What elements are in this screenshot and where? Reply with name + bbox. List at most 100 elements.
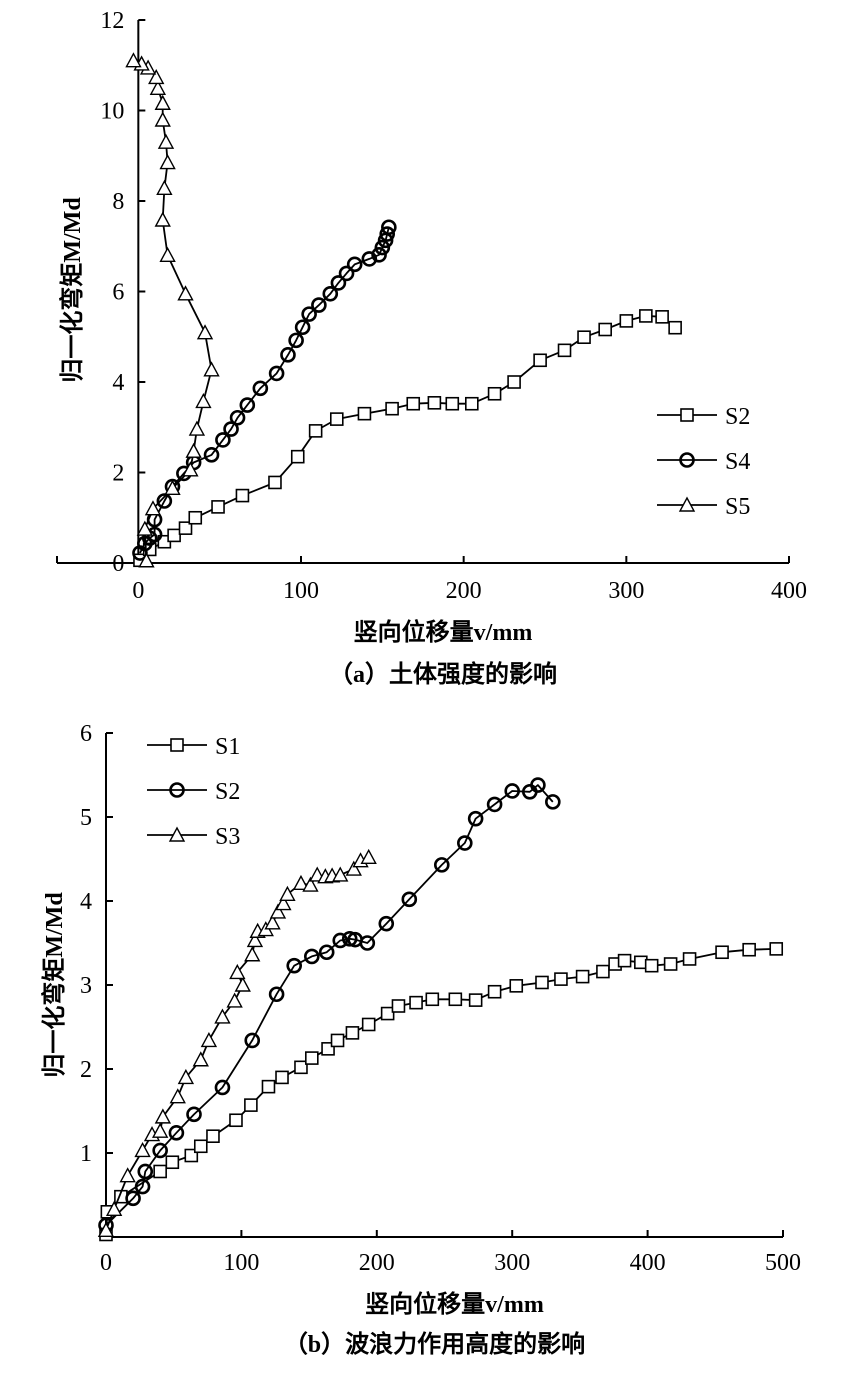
data-point (401, 891, 418, 908)
series-S2 (133, 309, 682, 568)
data-point (535, 975, 549, 990)
data-point (185, 442, 202, 458)
data-point (169, 1088, 186, 1104)
x-tick-label: 200 (446, 578, 482, 604)
data-point (406, 396, 421, 411)
data-point (619, 314, 634, 328)
x-tick-label: 300 (608, 578, 644, 604)
data-point (338, 265, 355, 282)
data-point (144, 500, 162, 516)
data-point (487, 984, 502, 999)
data-point (286, 957, 303, 974)
data-point (154, 94, 171, 110)
data-point (360, 848, 377, 865)
y-tick-label: 4 (80, 889, 92, 915)
data-point (644, 958, 659, 973)
data-point (457, 835, 473, 851)
data-point (268, 365, 285, 382)
data-point (275, 895, 292, 911)
data-point (178, 521, 193, 535)
x-tick-label: 400 (630, 1250, 666, 1276)
series-line (139, 314, 676, 561)
x-tick-label: 100 (223, 1250, 259, 1276)
data-point (332, 866, 349, 882)
data-point (545, 794, 561, 810)
data-point (167, 528, 181, 543)
data-point (192, 1051, 209, 1067)
data-point (427, 396, 442, 410)
data-point (346, 256, 363, 273)
data-point (154, 111, 171, 127)
data-point (223, 421, 239, 437)
data-point (361, 1017, 376, 1032)
data-point (308, 424, 323, 438)
data-point (379, 226, 396, 242)
y-tick-label: 10 (100, 99, 124, 125)
data-point (246, 932, 264, 948)
data-point (203, 361, 220, 377)
data-point (137, 1163, 154, 1180)
data-point (742, 942, 756, 957)
data-point (214, 1079, 231, 1096)
data-point (378, 915, 395, 932)
data-point (294, 319, 311, 336)
data-point (203, 447, 220, 463)
data-point (244, 1098, 258, 1112)
data-point (159, 154, 176, 170)
data-point (264, 914, 281, 930)
chart-panel-a: 0 100 200 300 400 0 2 4 6 8 10 12 竖向位移量v/mm 归一化弯矩M/Md… (56, 8, 807, 688)
legend-item-S3: S3 (147, 824, 240, 850)
data-point (433, 857, 450, 873)
legend-item-S2: S2 (147, 779, 240, 805)
y-tick-label: 0 (112, 551, 124, 577)
legend-item-S2: S2 (657, 404, 750, 430)
y-tick-label: 6 (112, 280, 124, 306)
data-point (244, 1032, 261, 1049)
data-point (268, 475, 282, 490)
data-point (125, 52, 142, 68)
legend-label: S2 (215, 779, 240, 805)
data-point (507, 375, 521, 389)
data-point (235, 488, 250, 503)
x-tick-label: 500 (765, 1250, 801, 1276)
data-point (487, 386, 502, 401)
data-point (330, 1033, 345, 1048)
data-point (305, 1051, 319, 1065)
x-tick-label: 200 (359, 1250, 395, 1276)
data-point (280, 347, 296, 363)
data-point (177, 1068, 195, 1085)
data-point (715, 945, 729, 960)
legend-item-S4: S4 (657, 449, 750, 475)
data-point (557, 343, 572, 358)
data-point (617, 953, 632, 968)
series-S4 (132, 219, 397, 561)
legend-marker (680, 408, 694, 422)
series-S1 (99, 942, 784, 1242)
y-tick-label: 2 (80, 1057, 92, 1083)
data-point (467, 810, 484, 827)
data-point (381, 219, 397, 236)
series-line (105, 948, 777, 1235)
data-point (188, 420, 206, 436)
data-point (330, 275, 347, 291)
data-point (229, 1113, 243, 1128)
data-point (269, 903, 287, 919)
data-point (261, 1079, 276, 1094)
data-point (177, 285, 194, 301)
data-point (168, 1125, 185, 1141)
data-point (639, 309, 653, 323)
caption: （b）波浪力作用高度的影响 (284, 1330, 585, 1358)
data-point (391, 999, 406, 1013)
data-point (156, 493, 173, 509)
data-point (154, 211, 171, 227)
legend-label: S2 (725, 404, 750, 430)
x-axis-label: 竖向位移量v/mm (365, 1290, 544, 1318)
data-point (215, 432, 231, 448)
data-point (159, 246, 176, 262)
legend-item-S1: S1 (147, 734, 240, 760)
data-point (226, 992, 243, 1008)
series-S2 (98, 777, 561, 1234)
data-point (156, 179, 173, 196)
data-point (374, 239, 391, 256)
